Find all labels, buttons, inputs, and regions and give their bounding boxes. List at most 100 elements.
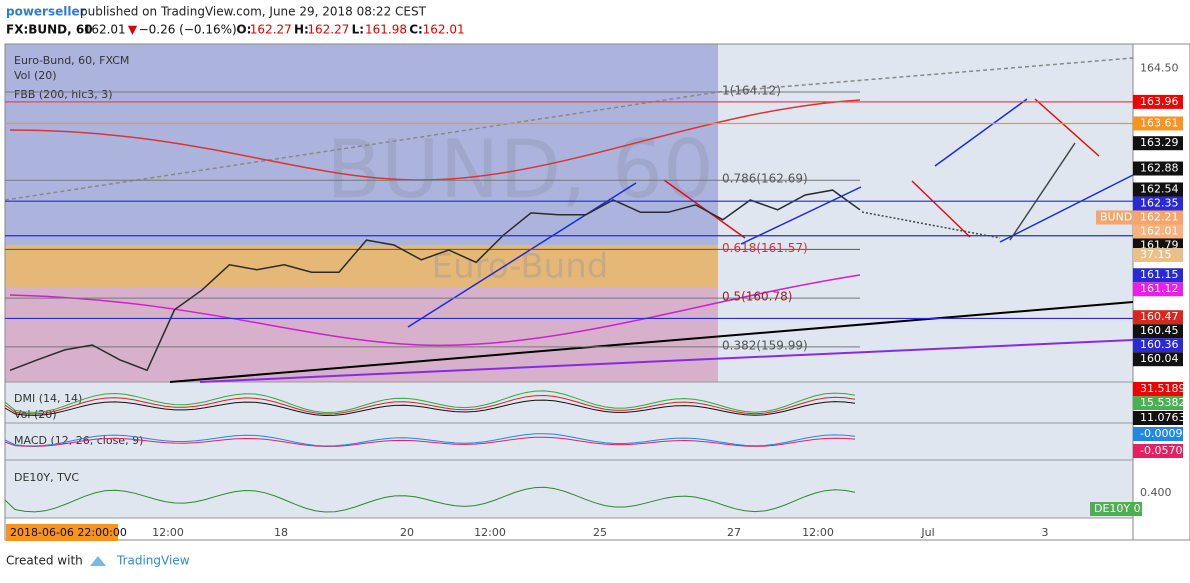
zone-mid xyxy=(5,245,718,287)
price-label: 163.96 xyxy=(1140,95,1179,108)
sub-label: 11.0763 xyxy=(1140,411,1186,424)
x-label: Jul xyxy=(920,526,934,539)
header-item: 162.01 xyxy=(84,23,126,37)
pane-label: FBB (200, hlc3, 3) xyxy=(14,88,113,101)
zone-top xyxy=(5,44,718,245)
brand[interactable]: TradingView xyxy=(116,554,190,568)
x-label: 12:00 xyxy=(474,526,506,539)
pane-label: DE10Y, TVC xyxy=(14,471,79,484)
price-label: 162.54 xyxy=(1140,182,1179,195)
indicator-line xyxy=(4,399,856,417)
x-label: 27 xyxy=(727,526,741,539)
sub-label: DE10Y 0.340 xyxy=(1094,502,1165,515)
price-label: 163.29 xyxy=(1140,136,1179,149)
pane-label: Vol (20) xyxy=(14,69,57,82)
indicator-line xyxy=(4,390,856,414)
axis-label-bg xyxy=(1133,352,1183,367)
header-item: H: xyxy=(294,23,309,37)
header-item: 162.01 xyxy=(423,23,465,37)
fib-label: 0.618(161.57) xyxy=(722,241,808,255)
axis-label-bg xyxy=(1133,224,1183,239)
price-label: 162.35 xyxy=(1140,196,1179,209)
sub-label-bg xyxy=(1133,427,1183,441)
volume-label: 37.15 xyxy=(1140,248,1172,261)
header-item: O: xyxy=(236,23,251,37)
cursor-time: 2018-06-06 22:00:00 xyxy=(10,526,127,539)
footer-text: Created with xyxy=(6,554,83,568)
logo xyxy=(90,556,106,566)
x-label: 3 xyxy=(1042,526,1049,539)
price-label: 163.61 xyxy=(1140,116,1179,129)
axis-label-bg xyxy=(1133,182,1183,197)
x-label: 12:00 xyxy=(152,526,184,539)
axis-label-bg xyxy=(1133,248,1183,262)
price-label: 160.04 xyxy=(1140,352,1179,365)
indicator-line xyxy=(4,486,856,513)
sub-label: 31.5189 xyxy=(1140,382,1186,395)
pane-label: DMI (14, 14) xyxy=(14,392,82,405)
sub-label-bg xyxy=(1090,502,1142,516)
axis-label-bg xyxy=(1133,310,1183,325)
price-label: 160.36 xyxy=(1140,338,1179,351)
fib-label: 1(164.12) xyxy=(722,84,781,98)
header-item: 162.27 xyxy=(250,23,292,37)
fib-label: 0.786(162.69) xyxy=(722,172,808,186)
axis-label-bg xyxy=(1133,196,1183,211)
author[interactable]: powerseller xyxy=(6,5,86,19)
x-label: 25 xyxy=(593,526,607,539)
axis-label-bg xyxy=(1133,210,1183,225)
sub-label-bg xyxy=(1133,444,1183,458)
header-item: 162.27 xyxy=(307,23,349,37)
price-line xyxy=(9,189,861,372)
axis-label-bg xyxy=(1133,338,1183,353)
axis-label-bg xyxy=(1133,282,1183,297)
axis-label-bg xyxy=(1133,268,1183,283)
sub-label: -0.0570 xyxy=(1140,444,1182,457)
sub-bg xyxy=(5,382,1133,518)
price-label: 162.88 xyxy=(1140,162,1179,175)
cursor-time-bg xyxy=(6,524,118,541)
axis-label-bg xyxy=(1133,136,1183,151)
header-item: FX:BUND, 60 xyxy=(6,23,93,37)
price-label: 160.45 xyxy=(1140,324,1179,337)
published: published on TradingView.com, June 29, 2… xyxy=(80,5,427,19)
watermark-sub: Euro-Bund xyxy=(432,247,609,287)
pane-label: MACD (12, 26, close, 9) xyxy=(14,434,143,447)
indicator-line xyxy=(4,433,856,447)
header-item: 161.98 xyxy=(365,23,407,37)
price-label: 162.01 xyxy=(1140,224,1179,237)
header-item: C: xyxy=(409,23,423,37)
indicator-line xyxy=(4,436,856,448)
header-item: ▼ xyxy=(128,23,138,37)
chart-layer: Euro-Bund, 60, FXCM Vol (20) FBB (200, hlc… xyxy=(4,54,1186,541)
sub-label-bg xyxy=(1133,411,1183,425)
price-label: 164.50 xyxy=(1140,62,1179,75)
sub-label: -0.0009 xyxy=(1140,427,1182,440)
price-label: 161.12 xyxy=(1140,282,1179,295)
x-label: 20 xyxy=(400,526,414,539)
chart-frame xyxy=(4,43,1190,541)
price-label: 161.15 xyxy=(1140,268,1179,281)
tag: BUND xyxy=(1100,210,1132,223)
axis-label-bg xyxy=(1133,116,1183,131)
pane-label: Euro-Bund, 60, FXCM xyxy=(14,54,129,67)
x-label: 12:00 xyxy=(802,526,834,539)
sub-label: 15.5382 xyxy=(1140,396,1186,409)
indicator-line xyxy=(4,394,856,415)
sub-label-bg xyxy=(1133,396,1183,410)
sub-label: 0.400 xyxy=(1140,486,1172,499)
header-item: −0.26 (−0.16%) xyxy=(139,23,237,37)
axis-label-bg xyxy=(1133,324,1183,339)
header-item: L: xyxy=(352,23,364,37)
axis-label-bg xyxy=(1133,94,1183,109)
sub-label-bg xyxy=(1133,382,1183,396)
tag-bg xyxy=(1096,210,1132,225)
axis-label-bg xyxy=(1133,161,1183,176)
price-label: 162.21 xyxy=(1140,210,1179,223)
x-label: 18 xyxy=(274,526,288,539)
fib-label: 0.5(160.78) xyxy=(722,290,792,304)
price-label: 160.47 xyxy=(1140,310,1179,323)
fib-label: 0.382(159.99) xyxy=(722,338,808,352)
